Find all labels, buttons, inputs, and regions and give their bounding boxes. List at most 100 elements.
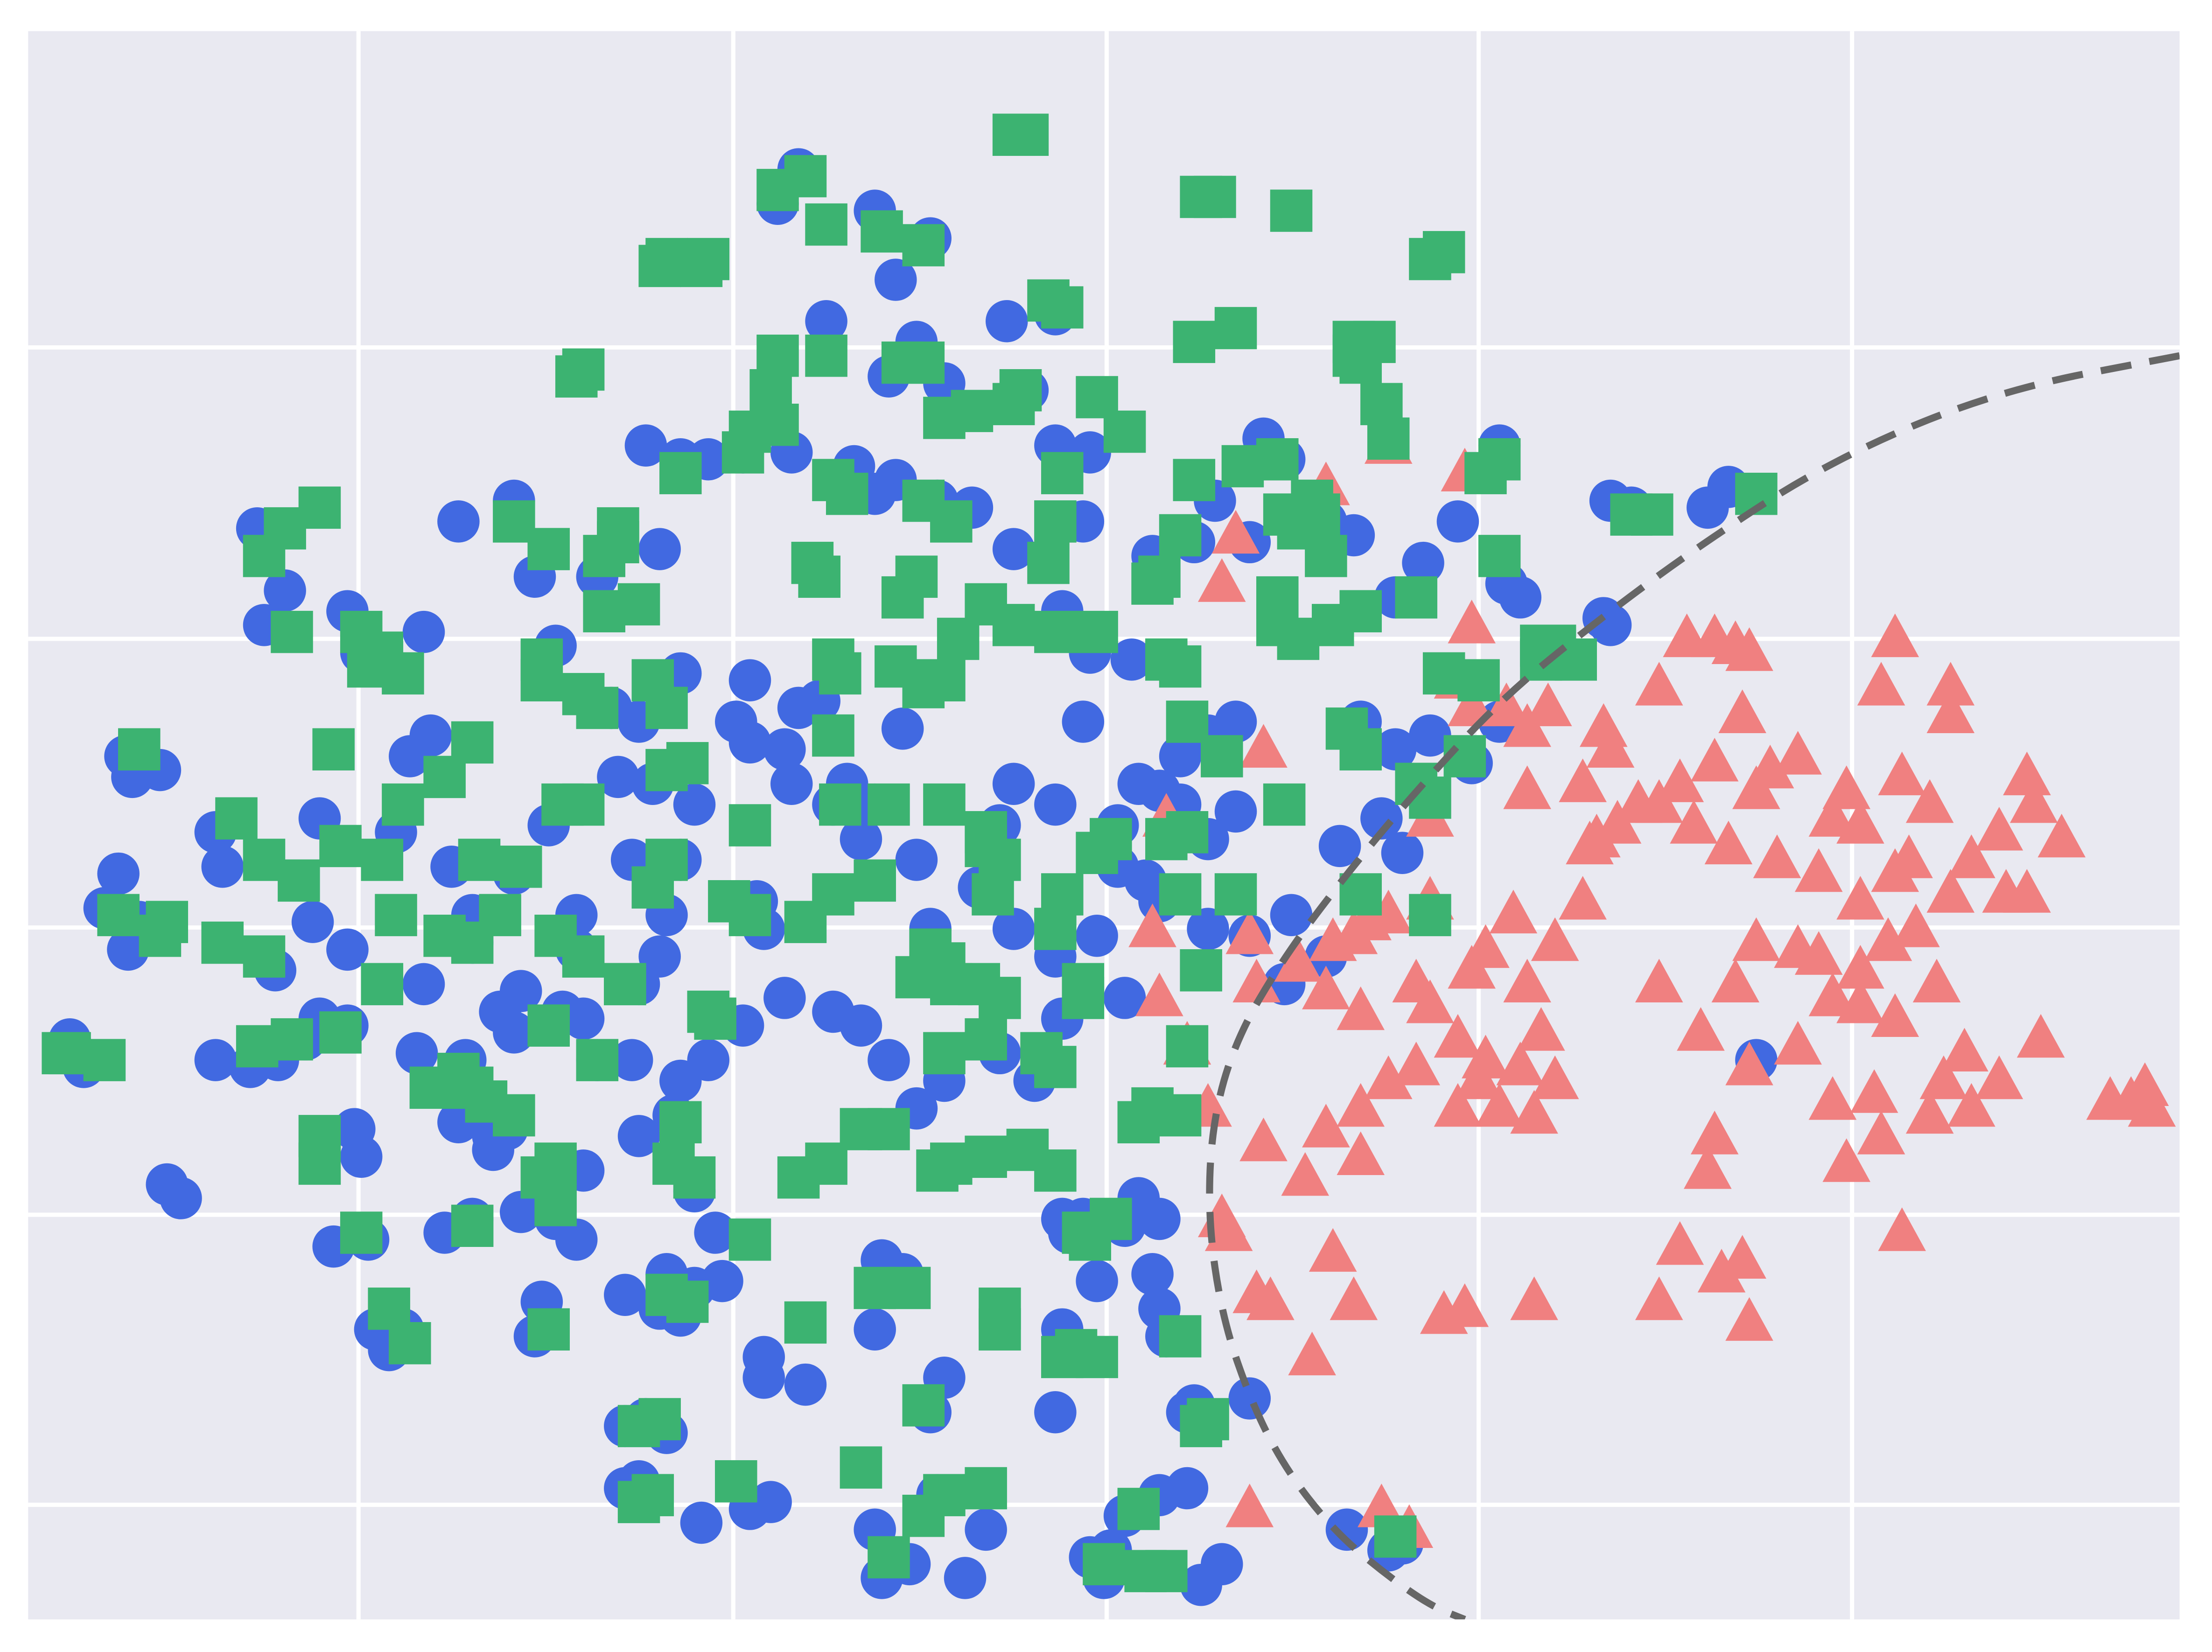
data-point-circle <box>659 1059 702 1102</box>
data-point-circle <box>499 1190 542 1233</box>
data-point-circle <box>728 721 771 764</box>
data-point-circle <box>992 908 1035 950</box>
data-point-triangle <box>1718 689 1766 733</box>
data-point-square <box>659 1101 702 1144</box>
data-point-triangle <box>1135 973 1183 1016</box>
data-point-square <box>1194 175 1236 218</box>
data-point-circle <box>201 846 244 888</box>
data-point-triangle <box>1774 1021 1822 1065</box>
data-point-triangle <box>1274 938 1323 982</box>
data-point-square <box>319 825 362 868</box>
data-point-circle <box>701 1260 743 1302</box>
data-point-square <box>819 783 861 826</box>
data-point-circle <box>1062 700 1105 743</box>
data-point-square <box>1409 894 1451 937</box>
data-point-square <box>1166 811 1209 854</box>
data-point-triangle <box>1510 1276 1558 1320</box>
data-point-triangle <box>1211 510 1260 554</box>
data-point-square <box>1374 1515 1417 1558</box>
data-point-square <box>1159 514 1202 557</box>
data-point-circle <box>986 300 1028 343</box>
data-point-triangle <box>1774 924 1822 968</box>
data-point-triangle <box>1836 800 1884 844</box>
data-point-triangle <box>1586 724 1635 768</box>
data-point-circle <box>1103 977 1146 1019</box>
data-point-triangle <box>1926 662 1975 706</box>
data-point-square <box>201 921 244 964</box>
data-point-triangle <box>1204 1207 1253 1251</box>
data-point-triangle <box>1975 806 2023 851</box>
data-point-triangle <box>1503 703 1551 747</box>
data-point-triangle <box>1912 959 1961 1003</box>
square-series <box>42 113 1778 1592</box>
data-point-triangle <box>1635 1276 1683 1320</box>
data-point-circle <box>1138 770 1181 812</box>
data-point-triangle <box>1794 848 1843 892</box>
data-point-triangle <box>1302 1104 1350 1148</box>
data-point-triangle <box>1926 689 1975 733</box>
data-point-triangle <box>1725 1297 1773 1341</box>
data-point-triangle <box>1128 903 1176 947</box>
data-point-square <box>1277 617 1320 660</box>
data-point-circle <box>763 977 806 1019</box>
data-point-circle <box>1270 894 1313 937</box>
data-point-square <box>979 1308 1021 1351</box>
data-point-square <box>361 963 404 1006</box>
data-point-triangle <box>1656 758 1704 802</box>
data-point-square <box>728 894 771 937</box>
data-point-square <box>840 1446 882 1489</box>
data-point-triangle <box>1309 917 1357 961</box>
data-point-triangle <box>1614 779 1662 823</box>
data-point-square <box>638 245 681 287</box>
data-point-square <box>409 1066 452 1109</box>
data-point-square <box>97 894 140 937</box>
data-point-square <box>1422 231 1465 273</box>
data-point-circle <box>624 424 667 467</box>
data-point-triangle <box>1871 993 1919 1037</box>
data-point-circle <box>763 728 806 770</box>
data-point-circle <box>97 852 140 895</box>
data-point-square <box>271 610 313 653</box>
data-point-square <box>1214 873 1257 916</box>
data-point-triangle <box>2037 813 2086 858</box>
data-point-square <box>1180 949 1222 992</box>
data-point-circle <box>617 1115 660 1157</box>
data-point-circle <box>402 610 445 653</box>
data-point-square <box>243 535 286 577</box>
data-point-square <box>645 686 688 729</box>
data-point-circle <box>1214 700 1257 743</box>
data-point-circle <box>728 659 771 702</box>
data-point-circle <box>610 1039 653 1081</box>
data-point-triangle <box>2003 869 2051 913</box>
data-point-triangle <box>1704 820 1753 865</box>
data-point-circle <box>854 1308 896 1351</box>
data-point-circle <box>680 1501 723 1544</box>
data-point-square <box>902 224 945 266</box>
data-point-square <box>215 797 258 840</box>
data-point-triangle <box>1864 917 1912 961</box>
data-point-square <box>728 804 771 847</box>
data-point-triangle <box>1455 1055 1503 1099</box>
data-point-square <box>756 403 799 446</box>
data-point-square <box>1006 113 1049 156</box>
data-point-square <box>798 555 840 598</box>
data-point-square <box>854 859 896 902</box>
data-point-square <box>1478 535 1521 577</box>
data-point-square <box>902 341 945 384</box>
data-point-triangle <box>1878 1207 1926 1251</box>
data-point-triangle <box>1364 1055 1413 1099</box>
data-point-square <box>687 990 730 1033</box>
data-point-square <box>902 479 945 522</box>
data-point-triangle <box>1808 1076 1857 1120</box>
data-point-square <box>645 839 688 881</box>
data-point-square <box>1332 335 1375 377</box>
data-point-square <box>562 783 605 826</box>
data-point-circle <box>1499 576 1542 619</box>
data-point-square <box>1173 459 1216 501</box>
data-point-square <box>965 1018 1007 1061</box>
data-point-triangle <box>1392 1042 1440 1085</box>
data-point-triangle <box>1448 600 1496 644</box>
data-point-square <box>861 210 903 253</box>
data-point-square <box>923 397 966 439</box>
data-point-square <box>458 839 501 881</box>
